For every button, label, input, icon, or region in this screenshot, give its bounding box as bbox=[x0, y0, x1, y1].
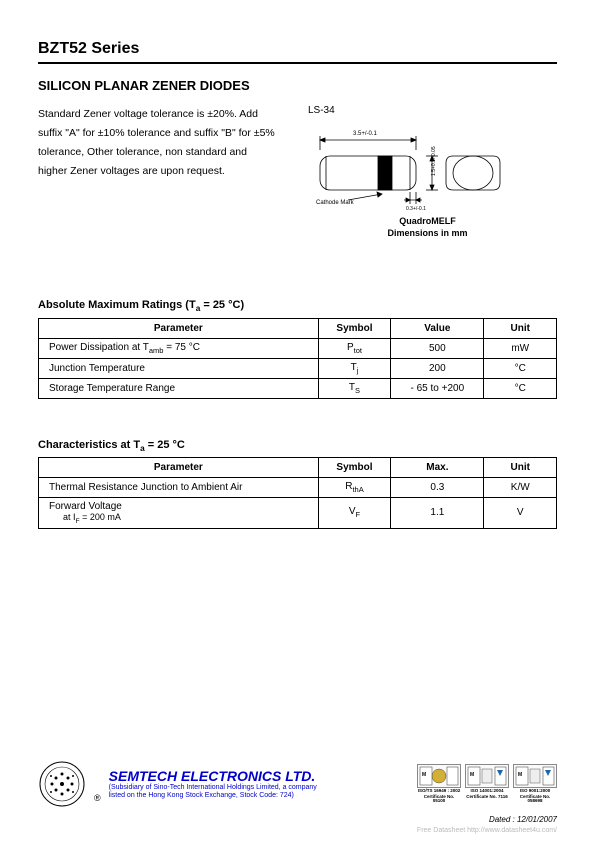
intro-text: Standard Zener voltage tolerance is ±20%… bbox=[38, 105, 278, 239]
cert-badge: M ISO 9001:2000 Certificate No. 058698 bbox=[513, 764, 557, 805]
th-parameter: Parameter bbox=[39, 457, 319, 477]
cert-icon: M bbox=[465, 764, 509, 788]
cathode-mark-text: Cathode Mark bbox=[316, 200, 355, 206]
abs-max-table: Parameter Symbol Value Unit Power Dissip… bbox=[38, 318, 557, 399]
cert-badge: M ISO/TS 16949 : 2002 Certificate No. 05… bbox=[417, 764, 461, 805]
company-block: SEMTECH ELECTRONICS LTD. (Subsidiary of … bbox=[109, 768, 409, 801]
cert-icon: M bbox=[513, 764, 557, 788]
th-symbol: Symbol bbox=[318, 457, 391, 477]
package-caption: QuadroMELF Dimensions in mm bbox=[298, 216, 557, 239]
svg-text:M: M bbox=[518, 772, 522, 778]
page-subtitle: SILICON PLANAR ZENER DIODES bbox=[38, 78, 557, 93]
table-row: Forward Voltage at IF = 200 mA VF 1.1 V bbox=[39, 497, 557, 528]
footer: ® SEMTECH ELECTRONICS LTD. (Subsidiary o… bbox=[38, 760, 557, 808]
svg-text:M: M bbox=[470, 772, 474, 778]
company-name: SEMTECH ELECTRONICS LTD. bbox=[109, 768, 409, 784]
table-row: Thermal Resistance Junction to Ambient A… bbox=[39, 477, 557, 497]
table-row: Storage Temperature Range TS - 65 to +20… bbox=[39, 378, 557, 398]
package-caption-2: Dimensions in mm bbox=[387, 228, 467, 238]
company-sub-1: (Subsidiary of Sino-Tech International H… bbox=[109, 784, 409, 792]
company-sub-2: listed on the Hong Kong Stock Exchange, … bbox=[109, 792, 409, 800]
certifications: M ISO/TS 16949 : 2002 Certificate No. 05… bbox=[417, 764, 557, 805]
cert-icon: M bbox=[417, 764, 461, 788]
abs-max-title: Absolute Maximum Ratings (Ta = 25 °C) bbox=[38, 299, 557, 313]
dim-lead-text: 0.3+/-0.1 bbox=[406, 206, 426, 212]
characteristics-table: Parameter Symbol Max. Unit Thermal Resis… bbox=[38, 457, 557, 529]
dim-diameter-text: 1.5+0.1/-0.05 bbox=[431, 146, 437, 176]
th-unit: Unit bbox=[484, 318, 557, 338]
char-title: Characteristics at Ta = 25 °C bbox=[38, 439, 557, 453]
registered-mark: ® bbox=[94, 793, 101, 803]
package-caption-1: QuadroMELF bbox=[399, 216, 456, 226]
page-title: BZT52 Series bbox=[38, 40, 557, 58]
svg-text:M: M bbox=[422, 772, 426, 778]
dated-text: Dated : 12/01/2007 bbox=[489, 815, 557, 824]
th-parameter: Parameter bbox=[39, 318, 319, 338]
th-value: Value bbox=[391, 318, 484, 338]
table-row: Power Dissipation at Tamb = 75 °C Ptot 5… bbox=[39, 338, 557, 358]
th-max: Max. bbox=[391, 457, 484, 477]
th-unit: Unit bbox=[484, 457, 557, 477]
intro-row: Standard Zener voltage tolerance is ±20%… bbox=[38, 105, 557, 239]
th-symbol: Symbol bbox=[318, 318, 391, 338]
table-header-row: Parameter Symbol Value Unit bbox=[39, 318, 557, 338]
table-header-row: Parameter Symbol Max. Unit bbox=[39, 457, 557, 477]
cert-badge: M ISO 14001:2004 Certificate No. 7116 bbox=[465, 764, 509, 805]
company-logo-icon bbox=[38, 760, 86, 808]
free-datasheet-text: Free Datasheet http://www.datasheet4u.co… bbox=[417, 827, 557, 834]
dim-length-text: 3.5+/-0.1 bbox=[353, 131, 378, 137]
table-row: Junction Temperature Tj 200 °C bbox=[39, 358, 557, 378]
package-label: LS-34 bbox=[308, 105, 557, 116]
package-column: LS-34 bbox=[298, 105, 557, 239]
package-diagram: 3.5+/-0.1 1.5+0.1/-0.05 0.3+/-0.1 Cathod… bbox=[298, 122, 508, 212]
title-rule bbox=[38, 62, 557, 64]
